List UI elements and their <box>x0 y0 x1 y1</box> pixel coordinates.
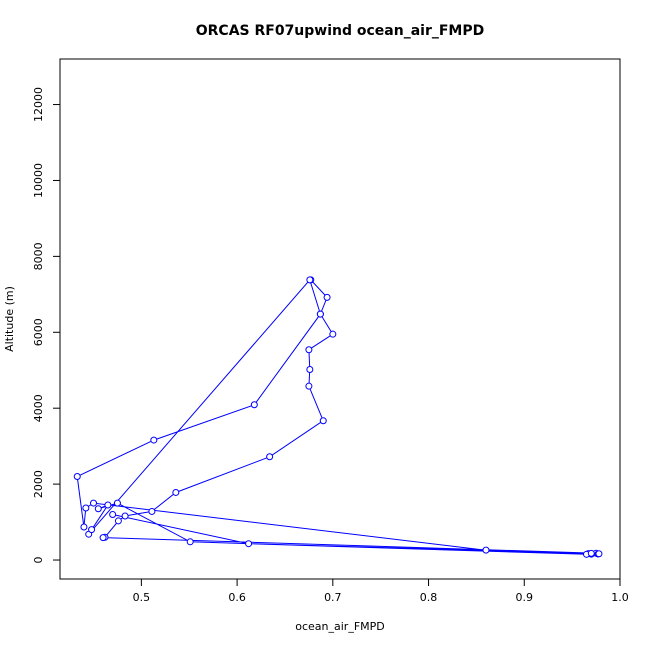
data-point <box>306 365 314 373</box>
data-point <box>172 488 180 496</box>
data-point <box>316 310 324 318</box>
x-tick-label: 0.7 <box>324 591 342 604</box>
x-tick-label: 0.8 <box>420 591 438 604</box>
data-point <box>113 499 121 507</box>
data-point <box>94 505 102 513</box>
data-point <box>104 501 112 509</box>
data-point <box>90 499 98 507</box>
y-axis-label: Altitude (m) <box>3 286 16 352</box>
data-point <box>305 382 313 390</box>
data-point <box>306 276 314 284</box>
x-axis: 0.5 0.6 0.7 0.8 0.9 1.0 <box>133 578 629 604</box>
data-point <box>186 538 194 546</box>
data-point <box>88 526 96 534</box>
data-point <box>305 346 313 354</box>
x-tick-label: 0.9 <box>516 591 534 604</box>
data-point <box>323 293 331 301</box>
data-point <box>150 436 158 444</box>
x-tick-label: 1.0 <box>611 591 629 604</box>
data-point <box>587 549 595 557</box>
y-tick-label: 6000 <box>32 318 45 346</box>
data-point <box>482 546 490 554</box>
data-point <box>250 401 258 409</box>
y-tick-label: 12000 <box>32 87 45 122</box>
series-points <box>73 276 603 558</box>
data-point <box>99 534 107 542</box>
x-tick-label: 0.5 <box>133 591 151 604</box>
x-tick-label: 0.6 <box>228 591 246 604</box>
data-point <box>148 507 156 515</box>
data-point <box>266 453 274 461</box>
x-axis-label: ocean_air_FMPD <box>295 620 385 633</box>
data-point <box>114 517 122 525</box>
y-tick-label: 8000 <box>32 242 45 270</box>
data-point <box>82 504 90 512</box>
y-tick-label: 10000 <box>32 163 45 198</box>
data-point <box>319 417 327 425</box>
data-point <box>73 473 81 481</box>
y-tick-label: 0 <box>32 557 45 564</box>
data-point <box>595 550 603 558</box>
data-point <box>245 540 253 548</box>
data-point <box>109 510 117 518</box>
y-axis: 0 2000 4000 6000 8000 10000 12000 <box>32 87 61 564</box>
y-tick-label: 2000 <box>32 470 45 498</box>
data-point <box>80 523 88 531</box>
chart-title: ORCAS RF07upwind ocean_air_FMPD <box>196 23 485 39</box>
y-tick-label: 4000 <box>32 394 45 422</box>
data-point <box>121 512 129 520</box>
data-point <box>329 330 337 338</box>
